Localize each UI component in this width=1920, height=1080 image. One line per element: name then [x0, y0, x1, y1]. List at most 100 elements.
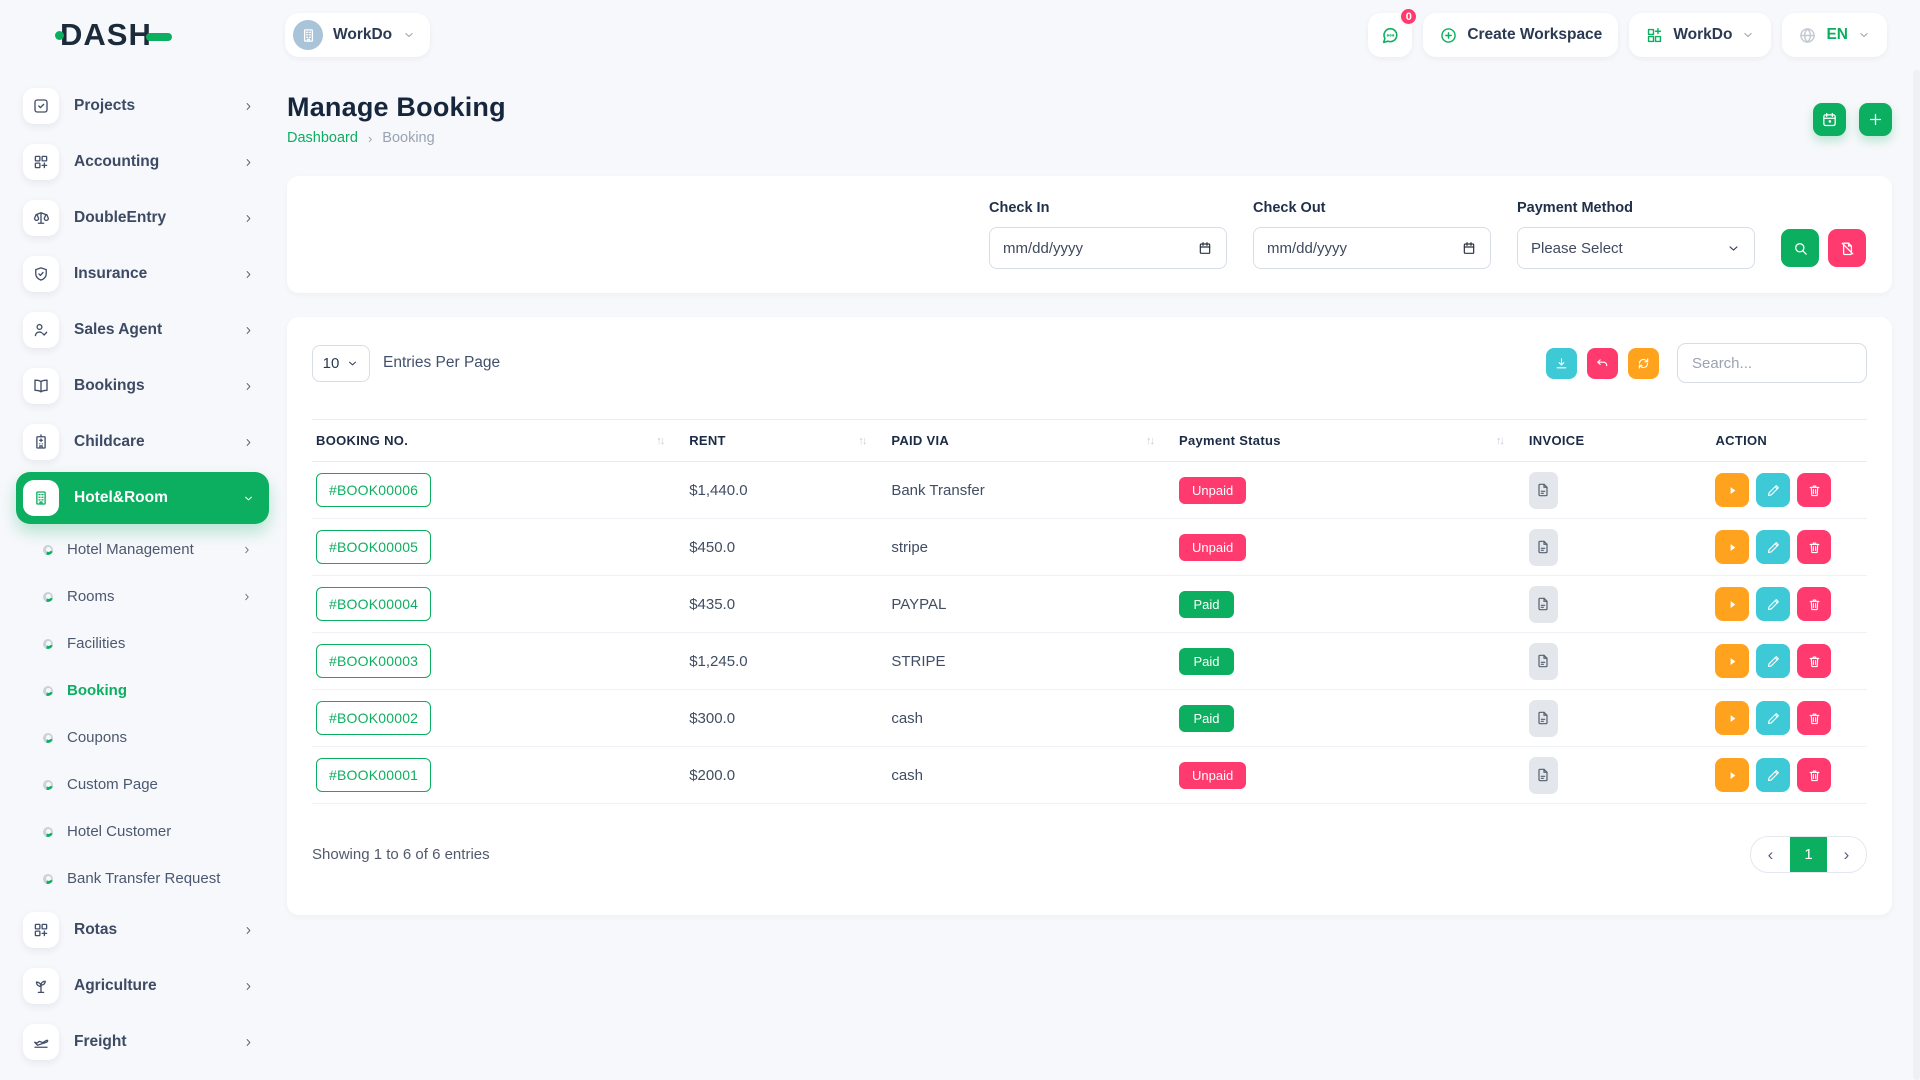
sidebar-item-facilities[interactable]: Facilities: [16, 620, 269, 667]
page-scrollbar[interactable]: [1913, 70, 1920, 1080]
delete-booking-button[interactable]: [1797, 758, 1831, 792]
logo-dash-accent: [146, 33, 172, 41]
invoice-file-button[interactable]: [1529, 757, 1558, 794]
edit-icon: [1766, 654, 1781, 669]
sort-icon[interactable]: ↑↓: [858, 435, 865, 447]
scale-icon: [23, 200, 59, 236]
file-icon: [1535, 710, 1551, 726]
sidebar-item-rotas[interactable]: Rotas: [16, 902, 269, 958]
paid-via-value: Bank Transfer: [887, 462, 1175, 519]
language-menu-button[interactable]: EN: [1782, 13, 1887, 57]
refresh-button[interactable]: [1628, 348, 1659, 379]
sidebar-item-custom-page[interactable]: Custom Page: [16, 761, 269, 808]
column-header-booking-no[interactable]: BOOKING NO.↑↓: [312, 420, 685, 462]
sidebar-item-label: Hotel&Room: [74, 489, 168, 507]
invoice-file-button[interactable]: [1529, 700, 1558, 737]
chat-icon: [1380, 25, 1401, 46]
pagination-page-1[interactable]: 1: [1790, 837, 1827, 872]
view-detail-button[interactable]: [1715, 758, 1749, 792]
view-detail-button[interactable]: [1715, 701, 1749, 735]
delete-booking-button[interactable]: [1797, 530, 1831, 564]
view-detail-button[interactable]: [1715, 530, 1749, 564]
sidebar-item-insurance[interactable]: Insurance: [16, 246, 269, 302]
edit-booking-button[interactable]: [1756, 587, 1790, 621]
sidebar-item-hotel-customer[interactable]: Hotel Customer: [16, 808, 269, 855]
pagination-next-button[interactable]: ›: [1827, 837, 1866, 872]
app-root: DASH WorkDo 0 Create Workspace WorkDo: [0, 0, 1920, 1080]
edit-booking-button[interactable]: [1756, 473, 1790, 507]
filter-search-button[interactable]: [1781, 229, 1819, 267]
undo-button[interactable]: [1587, 348, 1618, 379]
sidebar-item-doubleentry[interactable]: DoubleEntry: [16, 190, 269, 246]
edit-booking-button[interactable]: [1756, 644, 1790, 678]
sidebar-item-accounting[interactable]: Accounting: [16, 134, 269, 190]
payment-method-select[interactable]: Please Select: [1517, 227, 1755, 269]
grid-plus-icon: [23, 144, 59, 180]
sort-icon[interactable]: ↑↓: [1146, 435, 1153, 447]
trash-icon: [1807, 654, 1822, 669]
breadcrumb-dashboard-link[interactable]: Dashboard: [287, 130, 358, 146]
edit-booking-button[interactable]: [1756, 701, 1790, 735]
booking-number-badge[interactable]: #BOOK00003: [316, 644, 431, 678]
booking-number-badge[interactable]: #BOOK00005: [316, 530, 431, 564]
sidebar-item-hotel-room[interactable]: Hotel&Room: [16, 472, 269, 524]
entries-per-page-select[interactable]: 10: [312, 345, 370, 382]
calendar-view-button[interactable]: [1813, 103, 1846, 136]
edit-icon: [1766, 483, 1781, 498]
view-detail-button[interactable]: [1715, 473, 1749, 507]
booking-table-card: 10 Entries Per Page: [287, 317, 1892, 915]
column-header-payment-status[interactable]: Payment Status↑↓: [1175, 420, 1525, 462]
sidebar-item-agriculture[interactable]: Agriculture: [16, 958, 269, 1014]
invoice-file-button[interactable]: [1529, 529, 1558, 566]
check-in-date-input[interactable]: mm/dd/yyyy: [989, 227, 1227, 269]
booking-table-row: #BOOK00002$300.0cashPaid: [312, 690, 1867, 747]
workdo-menu-button[interactable]: WorkDo: [1629, 13, 1771, 57]
table-controls: 10 Entries Per Page: [312, 343, 1867, 383]
sidebar-subitem-label: Rooms: [67, 588, 115, 605]
booking-number-badge[interactable]: #BOOK00002: [316, 701, 431, 735]
sidebar-item-projects[interactable]: Projects: [16, 78, 269, 134]
column-header-paid-via[interactable]: PAID VIA↑↓: [887, 420, 1175, 462]
sort-icon[interactable]: ↑↓: [1496, 435, 1503, 447]
sidebar-item-bookings[interactable]: Bookings: [16, 358, 269, 414]
booking-number-badge[interactable]: #BOOK00006: [316, 473, 431, 507]
export-download-button[interactable]: [1546, 348, 1577, 379]
delete-booking-button[interactable]: [1797, 587, 1831, 621]
topbar-actions: 0 Create Workspace WorkDo EN: [1368, 13, 1887, 57]
edit-booking-button[interactable]: [1756, 758, 1790, 792]
edit-booking-button[interactable]: [1756, 530, 1790, 564]
sort-icon[interactable]: ↑↓: [656, 435, 663, 447]
booking-number-badge[interactable]: #BOOK00001: [316, 758, 431, 792]
invoice-file-button[interactable]: [1529, 586, 1558, 623]
check-out-date-input[interactable]: mm/dd/yyyy: [1253, 227, 1491, 269]
sidebar-item-bank-transfer-request[interactable]: Bank Transfer Request: [16, 855, 269, 902]
invoice-file-button[interactable]: [1529, 643, 1558, 680]
workspace-selector[interactable]: WorkDo: [285, 13, 430, 57]
booking-number-badge[interactable]: #BOOK00004: [316, 587, 431, 621]
invoice-file-button[interactable]: [1529, 472, 1558, 509]
sidebar-item-hotel-management[interactable]: Hotel Management: [16, 526, 269, 573]
delete-booking-button[interactable]: [1797, 473, 1831, 507]
detail-icon: [1725, 540, 1740, 555]
booking-table: BOOKING NO.↑↓RENT↑↓PAID VIA↑↓Payment Sta…: [312, 419, 1867, 804]
sidebar-item-rooms[interactable]: Rooms: [16, 573, 269, 620]
sidebar-item-childcare[interactable]: Childcare: [16, 414, 269, 470]
column-header-rent[interactable]: RENT↑↓: [685, 420, 887, 462]
add-booking-button[interactable]: [1859, 103, 1892, 136]
view-detail-button[interactable]: [1715, 644, 1749, 678]
file-icon: [1535, 482, 1551, 498]
pagination-prev-button[interactable]: ‹: [1751, 837, 1790, 872]
create-workspace-button[interactable]: Create Workspace: [1423, 13, 1618, 57]
sidebar-item-coupons[interactable]: Coupons: [16, 714, 269, 761]
table-search-input[interactable]: [1677, 343, 1867, 383]
sidebar-item-sales-agent[interactable]: Sales Agent: [16, 302, 269, 358]
trash-icon: [1807, 768, 1822, 783]
filter-reset-button[interactable]: [1828, 229, 1866, 267]
messages-button[interactable]: 0: [1368, 13, 1412, 57]
sidebar-item-freight[interactable]: Freight: [16, 1014, 269, 1070]
delete-booking-button[interactable]: [1797, 701, 1831, 735]
delete-booking-button[interactable]: [1797, 644, 1831, 678]
view-detail-button[interactable]: [1715, 587, 1749, 621]
detail-icon: [1725, 654, 1740, 669]
sidebar-item-booking[interactable]: Booking: [16, 667, 269, 714]
